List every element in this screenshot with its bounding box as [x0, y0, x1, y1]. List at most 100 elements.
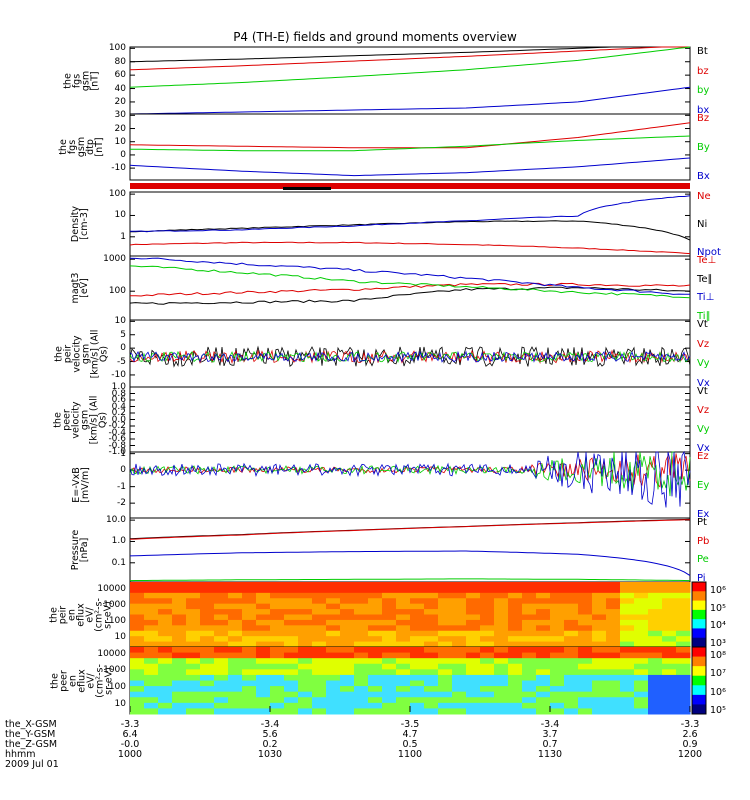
- heatmap-cell: [396, 652, 411, 659]
- heatmap-cell: [606, 686, 621, 693]
- heatmap-cell: [186, 582, 201, 588]
- heatmap-cell: [354, 658, 369, 665]
- heatmap-cell: [620, 663, 635, 670]
- heatmap-cell: [158, 680, 173, 687]
- heatmap-cell: [242, 630, 257, 637]
- legend-entry: Pb: [697, 535, 710, 547]
- heatmap-cell: [550, 691, 565, 698]
- heatmap-cell: [130, 641, 145, 648]
- heatmap-cell: [312, 592, 327, 599]
- heatmap-cell: [410, 582, 425, 588]
- y-tick-label: -0.6: [108, 434, 126, 444]
- heatmap-cell: [550, 609, 565, 615]
- colorbar-segment: [692, 685, 706, 696]
- heatmap-cell: [438, 697, 453, 704]
- heatmap-cell: [676, 636, 691, 643]
- heatmap-cell: [452, 592, 467, 599]
- heatmap-cell: [592, 603, 607, 610]
- y-tick-label: 0.8: [111, 388, 126, 399]
- x-axis-value: 1200: [677, 749, 703, 760]
- heatmap-cell: [382, 647, 397, 654]
- heatmap-cell: [228, 641, 243, 648]
- heatmap-cell: [144, 686, 159, 693]
- heatmap-cell: [550, 669, 565, 676]
- heatmap-cell: [382, 598, 397, 605]
- heatmap-cell: [242, 614, 257, 621]
- heatmap-cell: [508, 669, 523, 676]
- heatmap-cell: [228, 669, 243, 676]
- heatmap-cell: [382, 625, 397, 632]
- heatmap-cell: [676, 647, 691, 654]
- heatmap-cell: [620, 641, 635, 648]
- heatmap-cell: [410, 636, 425, 643]
- heatmap-cell: [564, 674, 579, 681]
- heatmap-cell: [172, 592, 187, 599]
- noise-trace: [129, 350, 691, 363]
- heatmap-cell: [242, 598, 257, 605]
- heatmap-cell: [466, 663, 481, 670]
- heatmap-cell: [606, 614, 621, 621]
- heatmap-cell: [634, 609, 649, 615]
- heatmap-cell: [382, 691, 397, 698]
- heatmap-cell: [438, 625, 453, 632]
- heatmap-cell: [662, 609, 677, 615]
- heatmap-cell: [480, 686, 495, 693]
- heatmap-cell: [270, 592, 285, 599]
- heatmap-cell: [130, 636, 145, 643]
- heatmap-cell: [270, 609, 285, 615]
- heatmap-cell: [592, 686, 607, 693]
- heatmap-cell: [228, 592, 243, 599]
- heatmap-cell: [326, 641, 341, 648]
- heatmap-cell: [480, 598, 495, 605]
- heatmap-cell: [634, 697, 649, 704]
- heatmap-cell: [200, 592, 215, 599]
- heatmap-cell: [438, 658, 453, 665]
- heatmap-cell: [214, 592, 229, 599]
- heatmap-cell: [298, 641, 313, 648]
- heatmap-cell: [662, 636, 677, 643]
- heatmap-cell: [508, 614, 523, 621]
- heatmap-cell: [634, 647, 649, 654]
- heatmap-cell: [620, 625, 635, 632]
- heatmap-cell: [172, 603, 187, 610]
- heatmap-cell: [256, 603, 271, 610]
- heatmap-cell: [620, 680, 635, 687]
- heatmap-cell: [172, 641, 187, 648]
- colorbar-segment: [692, 600, 706, 611]
- noise-trace: [129, 450, 691, 508]
- heatmap-cell: [242, 587, 257, 594]
- heatmap-cell: [130, 603, 145, 610]
- heatmap-cell: [536, 652, 551, 659]
- heatmap-cell: [214, 603, 229, 610]
- heatmap-cell: [172, 619, 187, 626]
- heatmap-cell: [424, 647, 439, 654]
- heatmap-cell: [494, 658, 509, 665]
- heatmap-cell: [396, 603, 411, 610]
- heatmap-cell: [214, 641, 229, 648]
- heatmap-cell: [340, 674, 355, 681]
- heatmap-cell: [228, 619, 243, 626]
- heatmap-cell: [130, 686, 145, 693]
- heatmap-cell: [368, 625, 383, 632]
- y-tick-label: 20: [114, 123, 126, 134]
- heatmap-cell: [606, 697, 621, 704]
- heatmap-cell: [550, 582, 565, 588]
- heatmap-cell: [186, 674, 201, 681]
- panel-frame-fgs-gse: [129, 113, 691, 181]
- heatmap-cell: [592, 697, 607, 704]
- heatmap-cell: [676, 669, 691, 676]
- heatmap-cell: [662, 691, 677, 698]
- heatmap-cell: [522, 636, 537, 643]
- heatmap-cell: [186, 592, 201, 599]
- heatmap-cell: [354, 697, 369, 704]
- heatmap-cell: [298, 582, 313, 588]
- heatmap-cell: [634, 702, 649, 709]
- colorbar-label: 10⁵: [710, 705, 726, 716]
- x-axis-row-label: the_Z-GSM: [5, 739, 58, 750]
- heatmap-cell: [214, 652, 229, 659]
- heatmap-cell: [410, 708, 425, 715]
- heatmap-cell: [522, 625, 537, 632]
- legend-entry: Pt: [697, 517, 707, 528]
- y-tick-label: 40: [114, 83, 126, 94]
- x-axis-date: 2009 Jul 01: [5, 759, 59, 770]
